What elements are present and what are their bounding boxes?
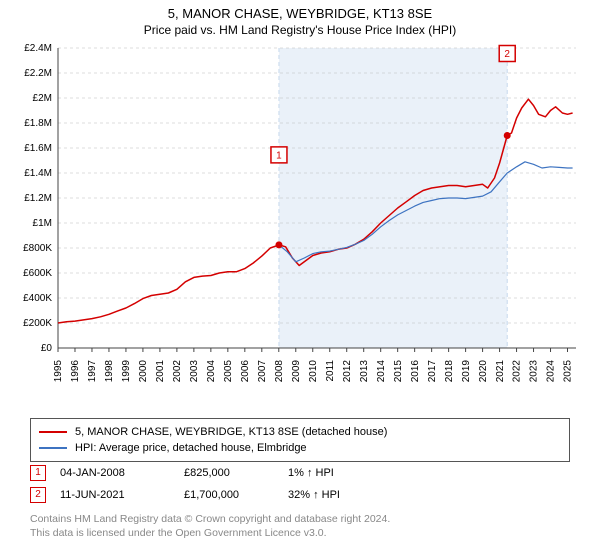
svg-text:2012: 2012 — [342, 360, 353, 383]
svg-text:2010: 2010 — [308, 360, 319, 383]
sale-price: £1,700,000 — [184, 489, 274, 501]
table-row: 1 04-JAN-2008 £825,000 1% ↑ HPI — [30, 462, 570, 484]
sale-hpi-delta: 1% ↑ HPI — [288, 467, 398, 479]
svg-text:1995: 1995 — [53, 360, 64, 383]
svg-text:£0: £0 — [41, 343, 53, 354]
price-chart: £0 £200K £400K £600K £800K £1M £1.2M £1.4M £1.6M… — [10, 42, 590, 412]
svg-text:2019: 2019 — [461, 360, 472, 383]
svg-text:2007: 2007 — [257, 360, 268, 383]
svg-text:2: 2 — [504, 49, 510, 60]
svg-text:2017: 2017 — [427, 360, 438, 383]
legend-row: 5, MANOR CHASE, WEYBRIDGE, KT13 8SE (det… — [39, 424, 561, 440]
sale-date: 11-JUN-2021 — [60, 489, 170, 501]
svg-text:2022: 2022 — [512, 360, 523, 383]
svg-text:1: 1 — [276, 150, 282, 161]
svg-text:2013: 2013 — [359, 360, 370, 383]
svg-text:£1.4M: £1.4M — [24, 168, 52, 179]
svg-text:2016: 2016 — [410, 360, 421, 383]
page-subtitle: Price paid vs. HM Land Registry's House … — [0, 21, 600, 37]
legend-label: HPI: Average price, detached house, Elmb… — [75, 442, 307, 454]
svg-text:2001: 2001 — [155, 360, 166, 383]
svg-text:£200K: £200K — [23, 318, 52, 329]
svg-text:2011: 2011 — [325, 360, 336, 382]
svg-text:£1.6M: £1.6M — [24, 143, 52, 154]
svg-text:£600K: £600K — [23, 268, 52, 279]
svg-text:2002: 2002 — [172, 360, 183, 383]
svg-text:2023: 2023 — [529, 360, 540, 383]
svg-text:2000: 2000 — [138, 360, 149, 383]
legend-row: HPI: Average price, detached house, Elmb… — [39, 440, 561, 456]
svg-text:2018: 2018 — [444, 360, 455, 383]
svg-text:£800K: £800K — [23, 243, 52, 254]
sale-date: 04-JAN-2008 — [60, 467, 170, 479]
svg-text:2024: 2024 — [546, 360, 557, 383]
svg-text:£1M: £1M — [33, 218, 52, 229]
svg-text:1998: 1998 — [104, 360, 115, 383]
svg-text:2006: 2006 — [240, 360, 251, 383]
sale-price: £825,000 — [184, 467, 274, 479]
sale-markers-table: 1 04-JAN-2008 £825,000 1% ↑ HPI 2 11-JUN… — [30, 462, 570, 506]
svg-text:£1.2M: £1.2M — [24, 193, 52, 204]
legend-swatch-blue — [39, 447, 67, 449]
marker-badge: 1 — [30, 465, 46, 481]
svg-text:£400K: £400K — [23, 293, 52, 304]
footer-line: This data is licensed under the Open Gov… — [30, 526, 570, 540]
svg-text:2025: 2025 — [563, 360, 574, 383]
footer: Contains HM Land Registry data © Crown c… — [30, 512, 570, 540]
page-title: 5, MANOR CHASE, WEYBRIDGE, KT13 8SE — [0, 0, 600, 21]
svg-text:1996: 1996 — [70, 360, 81, 383]
table-row: 2 11-JUN-2021 £1,700,000 32% ↑ HPI — [30, 484, 570, 506]
chart-svg: £0 £200K £400K £600K £800K £1M £1.2M £1.4M £1.6M… — [10, 42, 590, 412]
svg-text:2009: 2009 — [291, 360, 302, 383]
svg-text:2008: 2008 — [274, 360, 285, 383]
sale-hpi-delta: 32% ↑ HPI — [288, 489, 398, 501]
legend-box: 5, MANOR CHASE, WEYBRIDGE, KT13 8SE (det… — [30, 418, 570, 462]
svg-text:£1.8M: £1.8M — [24, 118, 52, 129]
svg-text:2004: 2004 — [206, 360, 217, 383]
legend-label: 5, MANOR CHASE, WEYBRIDGE, KT13 8SE (det… — [75, 426, 387, 438]
svg-text:1997: 1997 — [87, 360, 98, 383]
marker-badge: 2 — [30, 487, 46, 503]
legend-swatch-red — [39, 431, 67, 433]
svg-text:£2M: £2M — [33, 93, 52, 104]
svg-text:£2.4M: £2.4M — [24, 43, 52, 54]
svg-text:2020: 2020 — [478, 360, 489, 383]
svg-text:2015: 2015 — [393, 360, 404, 383]
svg-text:2005: 2005 — [223, 360, 234, 383]
footer-line: Contains HM Land Registry data © Crown c… — [30, 512, 570, 526]
svg-text:1999: 1999 — [121, 360, 132, 383]
svg-text:2014: 2014 — [376, 360, 387, 383]
svg-text:£2.2M: £2.2M — [24, 68, 52, 79]
svg-text:2003: 2003 — [189, 360, 200, 383]
svg-text:2021: 2021 — [495, 360, 506, 383]
